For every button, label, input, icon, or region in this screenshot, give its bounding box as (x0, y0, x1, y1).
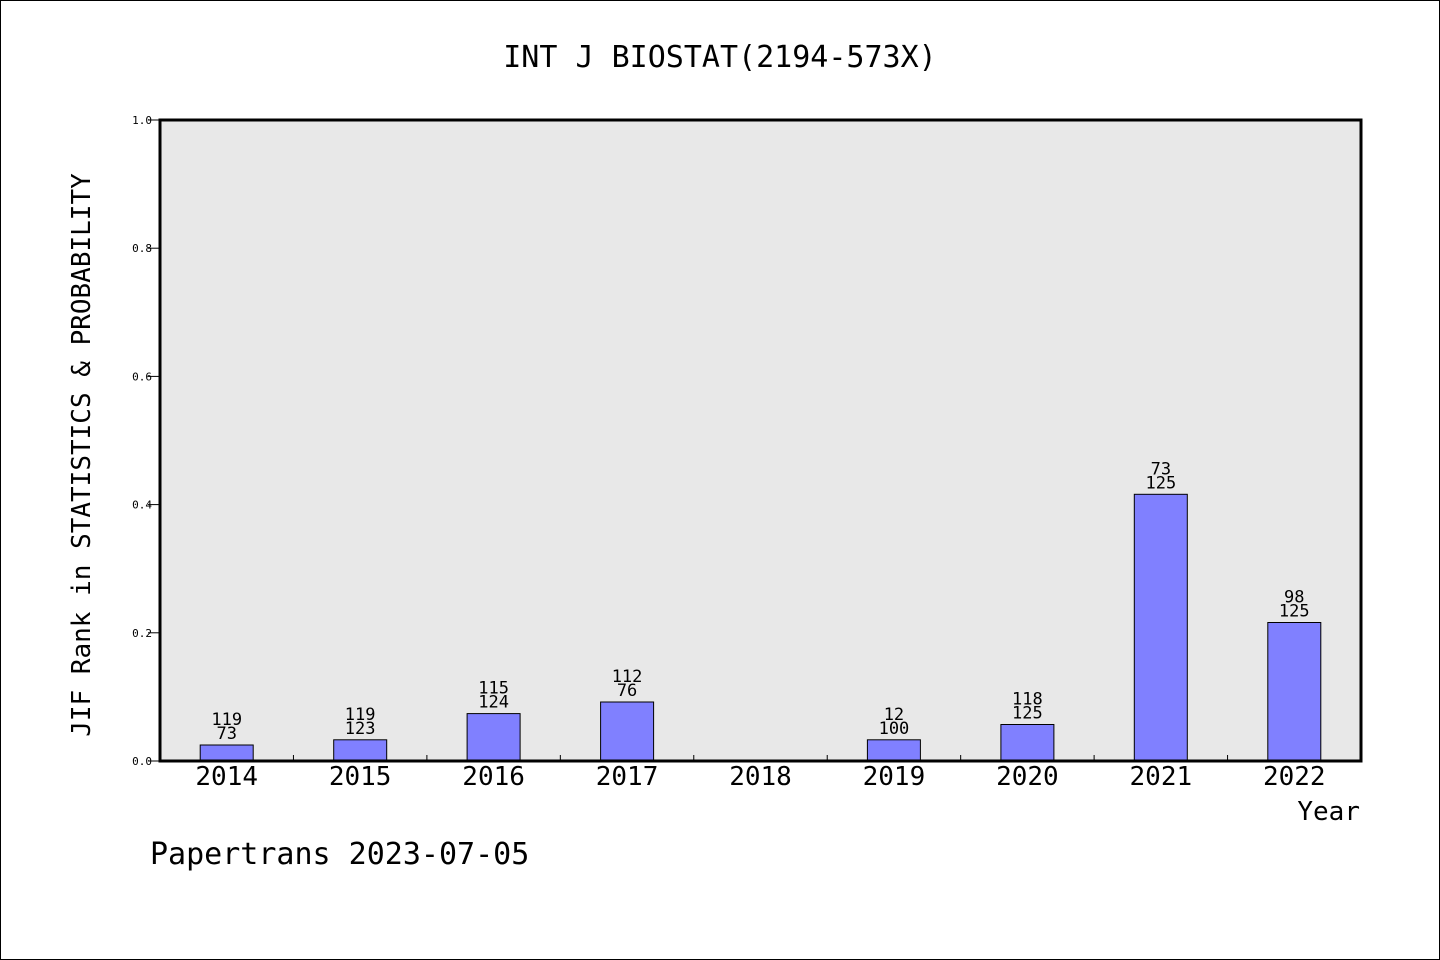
y-tick-label-5: 1.0 (132, 114, 152, 127)
bar-label-bottom-2015: 123 (345, 719, 376, 739)
bar-2016 (466, 713, 521, 762)
bar-label-bottom-2019: 100 (879, 719, 910, 739)
bar-label-top-2020: 118 (1012, 690, 1043, 710)
bar-label-bottom-2021: 125 (1145, 473, 1176, 493)
bar-2020 (1000, 724, 1055, 762)
bar-labels-group: 1197311912311512411276121001181257312598… (211, 459, 1309, 744)
x-tick-label-2018: 2018 (729, 762, 792, 792)
bar-label-bottom-2017: 76 (617, 681, 637, 701)
bar-label-top-2014: 119 (211, 710, 242, 730)
bar-label-bottom-2022: 125 (1279, 602, 1310, 622)
x-tick-label-2014: 2014 (195, 762, 258, 792)
x-tick-label-2020: 2020 (996, 762, 1059, 792)
x-tick-label-2022: 2022 (1263, 762, 1326, 792)
x-axis-label: Year (1297, 797, 1360, 827)
x-tick-label-2016: 2016 (462, 762, 525, 792)
x-tick-label-2019: 2019 (863, 762, 926, 792)
bar-label-bottom-2020: 125 (1012, 704, 1043, 724)
bar-label-top-2017: 112 (612, 667, 643, 687)
x-tick-label-2021: 2021 (1130, 762, 1193, 792)
y-tick-label-3: 0.6 (132, 370, 152, 383)
bar-label-top-2021: 73 (1151, 459, 1171, 479)
x-axis-ticks: 2014 2015 2016 2017 2018 2019 2020 2021 2022 (195, 755, 1326, 792)
y-axis-label: JIF Rank in STATISTICS & PROBABILITY (67, 173, 97, 737)
y-axis-ticks: 0.0 0.2 0.4 0.6 0.8 1.0 (132, 114, 160, 768)
bar-2021 (1133, 493, 1188, 762)
bars-group (199, 493, 1322, 762)
y-tick-label-4: 0.8 (132, 242, 152, 255)
bar-2017 (600, 701, 655, 762)
bar-2022 (1267, 622, 1322, 762)
y-tick-label-2: 0.4 (132, 499, 152, 512)
footer-credit: Papertrans 2023-07-05 (150, 837, 529, 872)
bar-label-top-2022: 98 (1284, 588, 1304, 608)
bar-label-top-2016: 115 (478, 679, 509, 699)
bar-label-top-2015: 119 (345, 705, 376, 725)
bar-2014 (199, 744, 254, 762)
bar-label-bottom-2016: 124 (478, 693, 509, 713)
bar-2015 (333, 739, 388, 762)
y-tick-label-0: 0.0 (132, 755, 152, 768)
x-tick-label-2017: 2017 (596, 762, 659, 792)
bar-2019 (866, 739, 921, 762)
bar-label-bottom-2014: 73 (216, 724, 236, 744)
x-tick-label-2015: 2015 (329, 762, 392, 792)
plot-border (158, 118, 1363, 763)
bar-label-top-2019: 12 (884, 705, 904, 725)
y-tick-label-1: 0.2 (132, 627, 152, 640)
chart-title: INT J BIOSTAT(2194-573X) (503, 40, 936, 75)
